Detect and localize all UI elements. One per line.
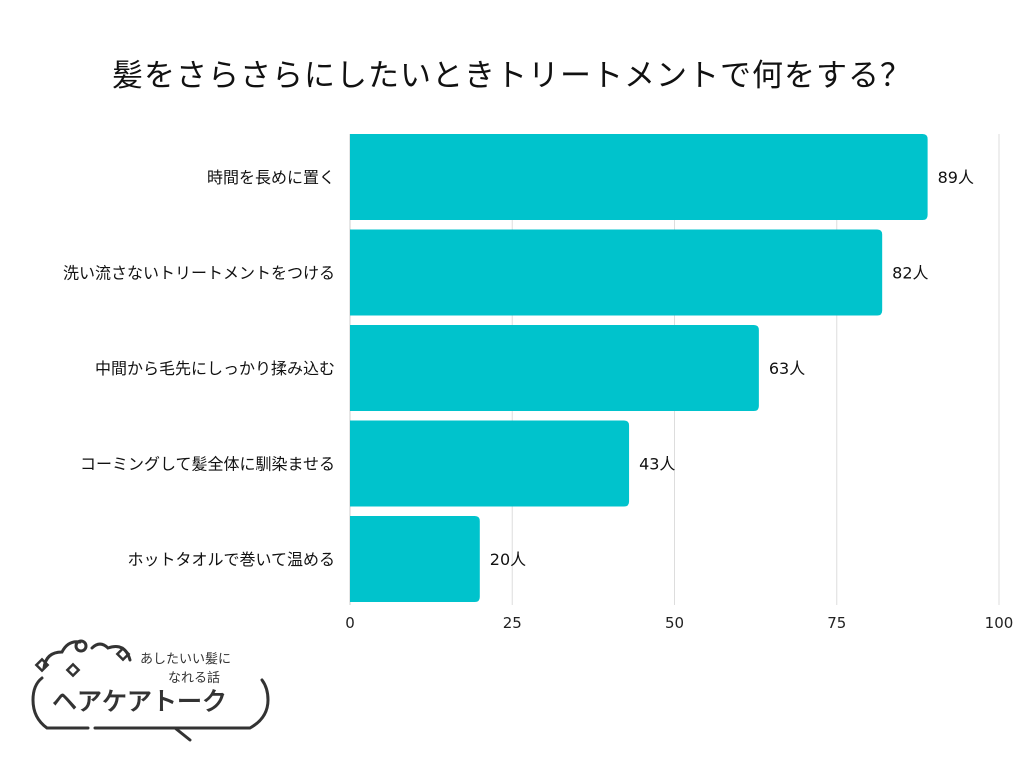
- logo-name: ヘアケアトーク: [52, 687, 227, 716]
- data-label: 43人: [639, 455, 675, 474]
- logo-tagline-2: なれる話: [168, 670, 220, 686]
- bar: [350, 229, 883, 316]
- sparkle-icons: [34, 646, 131, 678]
- category-label: コーミングして髪全体に馴染ませる: [80, 455, 335, 474]
- data-label: 82人: [892, 264, 928, 283]
- category-label: 洗い流さないトリートメントをつける: [63, 264, 335, 283]
- category-label: 中間から毛先にしっかり揉み込む: [95, 359, 335, 378]
- bar: [350, 325, 759, 411]
- x-tick-label: 50: [665, 614, 684, 632]
- category-label: 時間を長めに置く: [207, 168, 335, 187]
- category-label: ホットタオルで巻いて温める: [127, 550, 335, 569]
- data-label: 20人: [490, 550, 526, 569]
- x-tick-label: 25: [503, 614, 522, 632]
- logo-tagline-1: あしたいい髪に: [140, 652, 231, 667]
- bar: [350, 516, 480, 602]
- bar: [350, 420, 630, 507]
- x-tick-label: 100: [985, 614, 1014, 632]
- chart-title: 髪をさらさらにしたいときトリートメントで何をする？: [112, 58, 912, 94]
- logo-cloud: [31, 639, 270, 742]
- data-label: 63人: [769, 359, 805, 378]
- bar: [350, 134, 928, 220]
- x-tick-label: 0: [345, 614, 355, 632]
- data-label: 89人: [938, 168, 974, 187]
- x-tick-label: 75: [827, 614, 846, 632]
